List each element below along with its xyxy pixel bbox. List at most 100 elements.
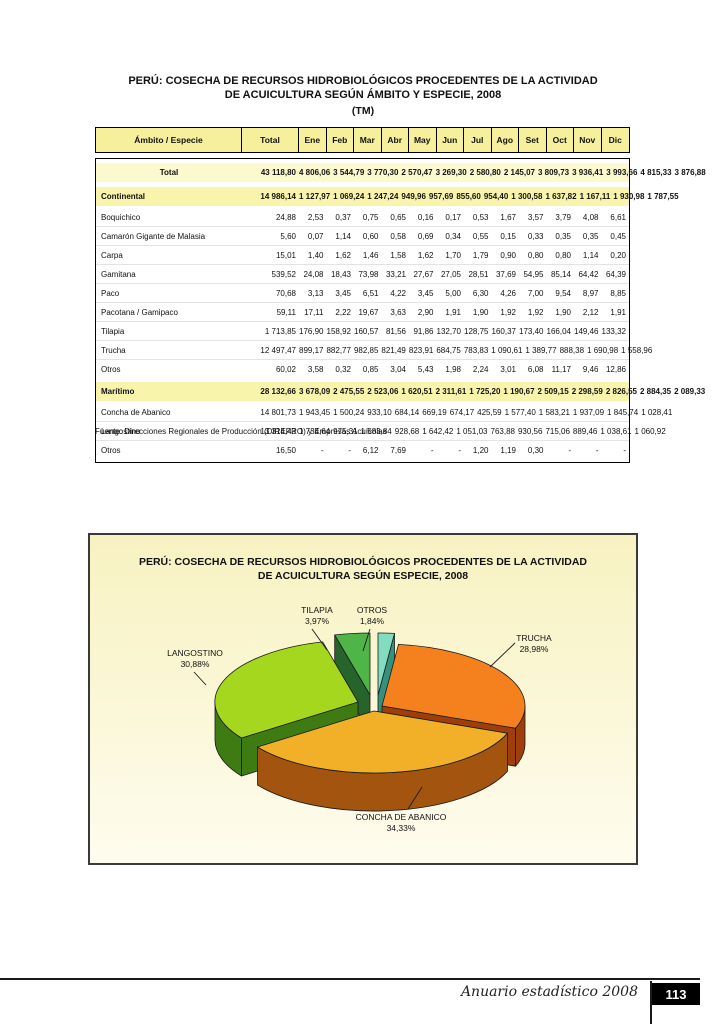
- row-label: Otros: [101, 445, 121, 455]
- row-label: Trucha: [101, 345, 126, 355]
- chart-title-line-2: DE ACUICULTURA SEGÚN ESPECIE, 2008: [257, 569, 469, 582]
- cell: 3,63: [390, 307, 406, 317]
- cell: 957,69: [428, 192, 454, 201]
- header-cell: Nov: [574, 128, 602, 152]
- cell: 1 734,64: [299, 426, 331, 436]
- pie-label-name: CONCHA DE ABANICO: [355, 812, 447, 822]
- cell: 0,80: [555, 250, 571, 260]
- cell: 1 389,77: [525, 345, 557, 355]
- cell: 982,85: [353, 345, 379, 355]
- cell: 2 826,55: [605, 387, 637, 396]
- cell: 0,65: [390, 212, 406, 222]
- cell: 6,30: [472, 288, 489, 298]
- cell: 2 089,33: [674, 387, 706, 396]
- cell: 5,43: [417, 364, 434, 374]
- cell: 0,90: [500, 250, 516, 260]
- cell: 0,53: [472, 212, 489, 222]
- cell: 64,39: [605, 269, 626, 279]
- cell: -: [568, 445, 571, 455]
- row-label: Marítimo: [101, 387, 135, 396]
- cell: 59,11: [276, 307, 296, 317]
- cell: 0,69: [417, 231, 434, 241]
- cell: 1 060,92: [634, 426, 666, 436]
- cell: 0,85: [362, 364, 379, 374]
- cell: 4 806,06: [299, 168, 331, 177]
- cell: 166,04: [546, 326, 571, 336]
- cell: 1,91: [445, 307, 461, 317]
- cell: 882,77: [326, 345, 351, 355]
- cell: 91,86: [413, 326, 434, 336]
- cell: 4,22: [390, 288, 406, 298]
- page-number-badge: 113: [652, 983, 700, 1005]
- cell: 158,92: [326, 326, 351, 336]
- row-label: Paco: [101, 288, 120, 298]
- table-row: Boquichico 24,88 2,53 0,37 0,75 0,65 0,16 0,17 0…: [96, 208, 629, 226]
- cell: 954,40: [483, 192, 509, 201]
- row-label: Gamitana: [101, 269, 136, 279]
- title-line-1: PERÚ: COSECHA DE RECURSOS HIDROBIOLÓGICO…: [128, 75, 598, 87]
- cell: 1,67: [500, 212, 516, 222]
- cell: 9,46: [582, 364, 599, 374]
- cell: 763,88: [490, 426, 515, 436]
- cell: 1 577,40: [504, 407, 536, 417]
- cell: 60,02: [275, 364, 296, 374]
- pie-label-name: OTROS: [356, 605, 388, 615]
- cell: 1 637,82: [545, 192, 577, 201]
- cell: 9,54: [555, 288, 571, 298]
- cell: 3 678,09: [299, 387, 331, 396]
- cell: 27,67: [413, 269, 434, 279]
- cell: 821,49: [381, 345, 406, 355]
- pie-label-percent: 1,84%: [359, 615, 385, 626]
- cell: 15,01: [275, 250, 296, 260]
- header-cell: Ago: [492, 128, 519, 152]
- table-row: Continental 14 986,14 1 127,97 1 069,24 1 24…: [96, 187, 679, 206]
- cell: 1,14: [582, 250, 599, 260]
- table-row: Otros 16,50 - - 6,12 7,69 - - 1,20 1,19 0,30 - - -: [96, 440, 629, 459]
- cell: 1 642,42: [422, 426, 454, 436]
- cell: 160,37: [491, 326, 516, 336]
- cell: 0,20: [610, 250, 626, 260]
- cell: -: [320, 445, 324, 455]
- cell: 14 986,14: [260, 192, 296, 201]
- cell: 1,98: [445, 364, 461, 374]
- cell: 425,59: [477, 407, 502, 417]
- table-row: Carpa 15,01 1,40 1,62 1,46 1,58 1,62 1,70 1,79 0,…: [96, 245, 629, 264]
- pie-label-langostino: LANGOSTINO 30,88%: [167, 648, 223, 669]
- cell: 2,24: [472, 364, 489, 374]
- cell: 933,10: [367, 407, 392, 417]
- cell: 1,70: [445, 250, 461, 260]
- cell: 8,97: [582, 288, 599, 298]
- cell: 1,14: [335, 231, 351, 241]
- cell: 1,92: [527, 307, 544, 317]
- cell: -: [458, 445, 461, 455]
- table-row: Marítimo 28 132,66 3 678,09 2 475,55 2 523,0…: [96, 382, 705, 401]
- cell: -: [430, 445, 434, 455]
- cell: 133,32: [601, 326, 626, 336]
- cell: 24,88: [275, 212, 296, 222]
- cell: 4,26: [500, 288, 516, 298]
- row-label: Tilapia: [101, 326, 125, 336]
- header-cell: Jun: [437, 128, 464, 152]
- cell: 855,60: [456, 192, 481, 201]
- header-cell: Ene: [299, 128, 327, 152]
- cell: 0,45: [610, 231, 626, 241]
- cell: 6,12: [362, 445, 379, 455]
- cell: 684,75: [436, 345, 461, 355]
- header-cell: Feb: [327, 128, 354, 152]
- cell: 1,90: [472, 307, 489, 317]
- row-label: Pacotana / Gamipaco: [101, 307, 178, 317]
- cell: 0,55: [472, 231, 489, 241]
- cell: 889,46: [572, 426, 598, 436]
- cell: 674,17: [449, 407, 475, 417]
- cell: 0,80: [527, 250, 544, 260]
- cell: 1 620,51: [401, 387, 433, 396]
- cell: 2 475,55: [333, 387, 365, 396]
- cell: 2,22: [335, 307, 351, 317]
- cell: 33,21: [385, 269, 406, 279]
- cell: 0,15: [500, 231, 516, 241]
- row-label: Concha de Abanico: [101, 407, 171, 417]
- cell: 3,45: [335, 288, 351, 298]
- header-cell: Mar: [354, 128, 382, 152]
- cell: 1 787,55: [647, 192, 679, 201]
- cell: 2 580,80: [469, 168, 501, 177]
